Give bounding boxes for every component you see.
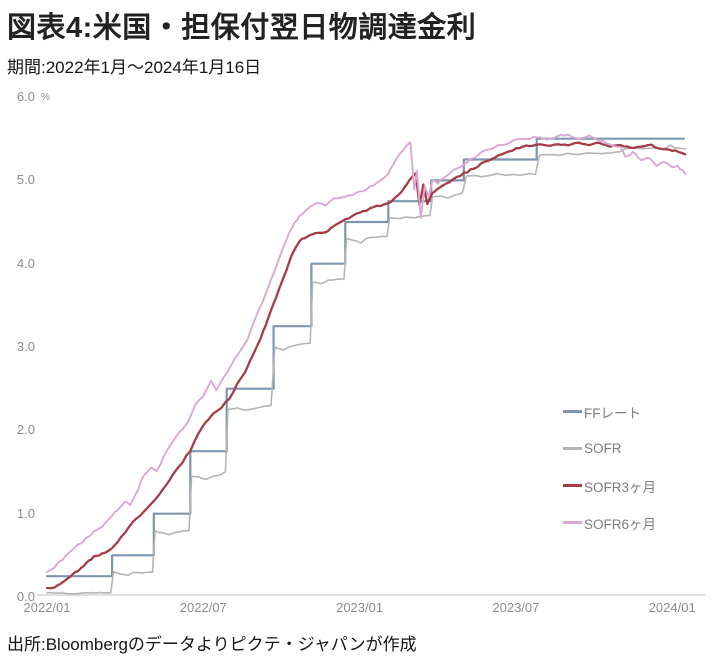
y-tick-2.0: 2.0 <box>16 422 35 438</box>
y-tick-3.0: 3.0 <box>16 339 35 354</box>
legend-label: SOFR3ヶ月 <box>584 479 657 495</box>
chart-legend: FFレート SOFR SOFR3ヶ月 SOFR6ヶ月 <box>563 393 656 541</box>
y-tick-1.0: 1.0 <box>16 505 35 521</box>
x-tick-2024/01: 2024/01 <box>648 600 696 615</box>
x-tick-2022/01: 2022/01 <box>23 600 71 615</box>
series-line-SOFR6ヶ月 <box>46 133 687 574</box>
y-tick-6.0: 6.0 <box>16 89 35 105</box>
series-line-SOFR <box>46 144 686 595</box>
legend-label: SOFR <box>584 441 622 456</box>
x-tick-2023/07: 2023/07 <box>492 600 540 615</box>
legend-swatch-icon <box>563 521 582 524</box>
legend-item-FFレート: FFレート <box>563 393 656 430</box>
legend-label: SOFR6ヶ月 <box>584 516 657 532</box>
legend-item-SOFR6ヶ月: SOFR6ヶ月 <box>563 504 656 541</box>
legend-item-SOFR3ヶ月: SOFR3ヶ月 <box>563 467 656 504</box>
chart-period: 期間:2022年1月～2024年1月16日 <box>7 58 262 77</box>
y-axis-unit: % <box>41 92 50 103</box>
legend-label: FFレート <box>584 405 641 421</box>
source-note: 出所:Bloombergのデータよりピクテ・ジャパンが作成 <box>7 635 417 654</box>
x-tick-2022/07: 2022/07 <box>179 600 227 615</box>
y-tick-4.0: 4.0 <box>16 255 35 271</box>
y-tick-0.0: 0.0 <box>16 589 35 604</box>
legend-swatch-icon <box>563 484 582 487</box>
page-title: 図表4:米国・担保付翌日物調達金利 <box>7 12 477 44</box>
legend-item-SOFR: SOFR <box>563 430 656 467</box>
legend-swatch-icon <box>563 447 582 450</box>
x-tick-2023/01: 2023/01 <box>336 600 384 615</box>
y-tick-5.0: 5.0 <box>16 172 35 188</box>
series-line-SOFR3ヶ月 <box>45 141 687 590</box>
legend-swatch-icon <box>563 410 582 413</box>
